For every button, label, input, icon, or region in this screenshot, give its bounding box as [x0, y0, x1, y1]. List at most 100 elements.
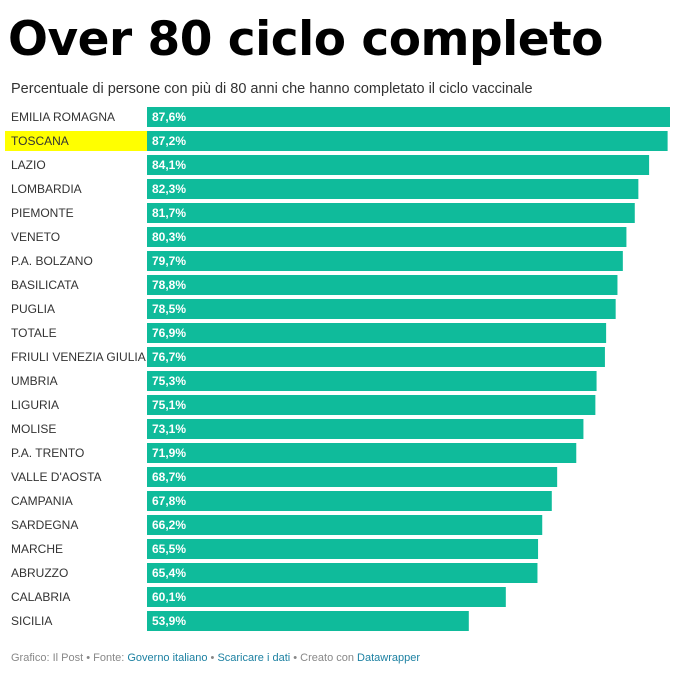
- category-label: VENETO: [11, 230, 60, 244]
- bar[interactable]: [147, 155, 650, 175]
- bar[interactable]: [147, 371, 597, 391]
- chart-row: TOTALE 76,9%: [11, 323, 607, 343]
- bar[interactable]: [147, 251, 623, 271]
- value-label: 87,2%: [152, 134, 186, 148]
- category-label: LOMBARDIA: [11, 182, 82, 196]
- bar[interactable]: [147, 323, 607, 343]
- category-label: PUGLIA: [11, 302, 55, 316]
- chart-row: CALABRIA 60,1%: [11, 587, 506, 607]
- chart-row: UMBRIA 75,3%: [11, 371, 597, 391]
- bar[interactable]: [147, 443, 577, 463]
- bar[interactable]: [147, 179, 639, 199]
- value-label: 65,4%: [152, 566, 186, 580]
- category-label: BASILICATA: [11, 278, 79, 292]
- chart-row: MARCHE 65,5%: [11, 539, 539, 559]
- category-label: CALABRIA: [11, 590, 70, 604]
- category-label: SICILIA: [11, 614, 52, 628]
- category-label: TOSCANA: [11, 134, 69, 148]
- category-label: MOLISE: [11, 422, 56, 436]
- value-label: 71,9%: [152, 446, 186, 460]
- value-label: 76,9%: [152, 326, 186, 340]
- chart-row: LIGURIA 75,1%: [11, 395, 596, 415]
- value-label: 68,7%: [152, 470, 186, 484]
- chart-footer: Grafico: Il Post • Fonte: Governo italia…: [11, 651, 420, 665]
- value-label: 84,1%: [152, 158, 186, 172]
- footer-separator: •: [83, 652, 94, 664]
- category-label: SARDEGNA: [11, 518, 78, 532]
- bar[interactable]: [147, 467, 558, 487]
- bar[interactable]: [147, 395, 596, 415]
- category-label: UMBRIA: [11, 374, 58, 388]
- datawrapper-link[interactable]: Datawrapper: [357, 652, 421, 664]
- source-link[interactable]: Governo italiano: [127, 652, 208, 664]
- chart-row: TOSCANA 87,2%: [5, 131, 668, 151]
- footer-source-label: Fonte:: [93, 652, 128, 664]
- category-label: LIGURIA: [11, 398, 59, 412]
- bar[interactable]: [147, 611, 469, 631]
- bar[interactable]: [147, 563, 538, 583]
- value-label: 75,3%: [152, 374, 186, 388]
- chart-row: ABRUZZO 65,4%: [11, 563, 538, 583]
- category-highlight: [5, 131, 147, 151]
- category-label: MARCHE: [11, 542, 63, 556]
- value-label: 65,5%: [152, 542, 186, 556]
- value-label: 82,3%: [152, 182, 186, 196]
- chart-row: EMILIA ROMAGNA 87,6%: [11, 107, 670, 127]
- download-data-link[interactable]: Scaricare i dati: [217, 652, 291, 664]
- bar[interactable]: [147, 491, 552, 511]
- value-label: 81,7%: [152, 206, 186, 220]
- value-label: 66,2%: [152, 518, 186, 532]
- footer-created-with: Creato con: [300, 652, 358, 664]
- value-label: 80,3%: [152, 230, 186, 244]
- chart-row: LAZIO 84,1%: [11, 155, 650, 175]
- bar[interactable]: [147, 227, 627, 247]
- category-label: ABRUZZO: [11, 566, 68, 580]
- chart-row: VALLE D'AOSTA 68,7%: [11, 467, 558, 487]
- category-label: P.A. BOLZANO: [11, 254, 93, 268]
- footer-separator: •: [290, 652, 301, 664]
- chart-row: PUGLIA 78,5%: [11, 299, 616, 319]
- bar[interactable]: [147, 299, 616, 319]
- value-label: 67,8%: [152, 494, 186, 508]
- category-label: CAMPANIA: [11, 494, 73, 508]
- category-label: TOTALE: [11, 326, 57, 340]
- value-label: 79,7%: [152, 254, 186, 268]
- bar[interactable]: [147, 107, 670, 127]
- value-label: 87,6%: [152, 110, 186, 124]
- footer-separator: •: [207, 652, 218, 664]
- bar[interactable]: [147, 275, 618, 295]
- value-label: 75,1%: [152, 398, 186, 412]
- bar[interactable]: [147, 347, 605, 367]
- chart-row: SICILIA 53,9%: [11, 611, 469, 631]
- bar[interactable]: [147, 131, 668, 151]
- category-label: PIEMONTE: [11, 206, 74, 220]
- value-label: 78,8%: [152, 278, 186, 292]
- chart-row: P.A. TRENTO 71,9%: [11, 443, 577, 463]
- chart-row: MOLISE 73,1%: [11, 419, 584, 439]
- bar[interactable]: [147, 419, 584, 439]
- category-label: P.A. TRENTO: [11, 446, 84, 460]
- category-label: LAZIO: [11, 158, 46, 172]
- value-label: 60,1%: [152, 590, 186, 604]
- value-label: 73,1%: [152, 422, 186, 436]
- value-label: 76,7%: [152, 350, 186, 364]
- chart-row: FRIULI VENEZIA GIULIA 76,7%: [11, 347, 605, 367]
- chart-row: BASILICATA 78,8%: [11, 275, 618, 295]
- chart-row: SARDEGNA 66,2%: [11, 515, 543, 535]
- bar[interactable]: [147, 203, 635, 223]
- value-label: 78,5%: [152, 302, 186, 316]
- category-label: FRIULI VENEZIA GIULIA: [11, 350, 146, 364]
- category-label: EMILIA ROMAGNA: [11, 110, 115, 124]
- chart-row: P.A. BOLZANO 79,7%: [11, 251, 623, 271]
- chart-row: PIEMONTE 81,7%: [11, 203, 635, 223]
- chart-title: Over 80 ciclo completo: [8, 12, 603, 67]
- chart-row: LOMBARDIA 82,3%: [11, 179, 639, 199]
- footer-credit: Grafico: Il Post: [11, 652, 84, 664]
- chart-row: VENETO 80,3%: [11, 227, 627, 247]
- bar[interactable]: [147, 515, 543, 535]
- chart-subtitle: Percentuale di persone con più di 80 ann…: [11, 81, 533, 97]
- bar-chart: EMILIA ROMAGNA 87,6% TOSCANA 87,2% LAZIO 84,1…: [5, 107, 670, 631]
- bar[interactable]: [147, 587, 506, 607]
- bar[interactable]: [147, 539, 539, 559]
- chart-row: CAMPANIA 67,8%: [11, 491, 552, 511]
